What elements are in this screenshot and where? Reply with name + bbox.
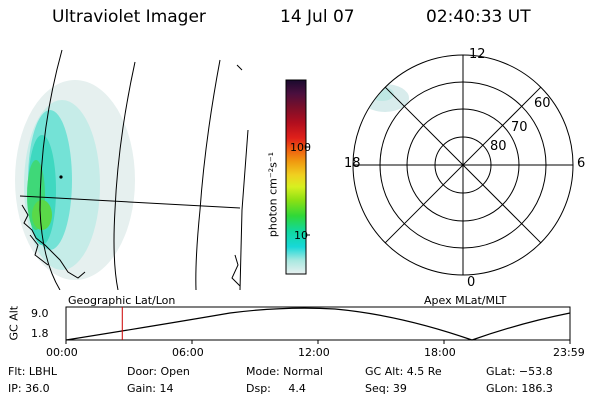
altitude-ytick-min: 1.8 bbox=[31, 327, 49, 340]
ip-readout: IP: 36.0 bbox=[8, 382, 50, 395]
glon-readout: GLon: 186.3 bbox=[486, 382, 553, 395]
mlat-label-70: 70 bbox=[511, 120, 528, 135]
apex-polar-plot bbox=[352, 54, 574, 276]
mlt-label-0: 0 bbox=[467, 275, 476, 290]
mlt-label-18: 18 bbox=[344, 156, 361, 171]
coastline bbox=[21, 204, 241, 287]
altitude-ytick-max: 9.0 bbox=[31, 307, 49, 320]
mode-readout: Mode: Normal bbox=[246, 365, 323, 378]
orbit-altitude-curve bbox=[65, 307, 571, 341]
time-tick-1800: 18:00 bbox=[424, 346, 456, 359]
mlat-label-80: 80 bbox=[490, 139, 507, 154]
time-tick-2359: 23:59 bbox=[553, 346, 585, 359]
glat-readout: GLat: −53.8 bbox=[486, 365, 553, 378]
lat-lon-grid bbox=[19, 49, 249, 290]
time-tick-0000: 00:00 bbox=[46, 346, 78, 359]
instrument-title: Ultraviolet Imager bbox=[52, 7, 206, 27]
time-tick-1200: 12:00 bbox=[298, 346, 330, 359]
mlt-label-12: 12 bbox=[469, 47, 486, 62]
observation-time: 02:40:33 UT bbox=[426, 7, 531, 27]
altitude-ylabel: GC Alt bbox=[7, 305, 21, 341]
filter-readout: Flt: LBHL bbox=[8, 365, 57, 378]
polar-grid bbox=[352, 54, 574, 276]
colorbar-tick-100: 100 bbox=[290, 141, 311, 154]
seq-readout: Seq: 39 bbox=[365, 382, 407, 395]
time-tick-0600: 06:00 bbox=[172, 346, 204, 359]
gain-readout: Gain: 14 bbox=[127, 382, 174, 395]
geographic-panel-label: Geographic Lat/Lon bbox=[68, 294, 176, 307]
observation-date: 14 Jul 07 bbox=[280, 7, 355, 27]
colorbar-unit-label: photon cm⁻²s⁻¹ bbox=[266, 151, 280, 238]
color-scale-bar bbox=[285, 79, 310, 275]
mlt-label-6: 6 bbox=[577, 156, 586, 171]
altitude-timeline-plot bbox=[65, 306, 571, 344]
gc-alt-readout: GC Alt: 4.5 Re bbox=[365, 365, 442, 378]
geographic-image-panel bbox=[15, 49, 249, 290]
mlat-label-60: 60 bbox=[534, 96, 551, 111]
polar-emission-patch bbox=[361, 84, 409, 112]
apex-panel-label: Apex MLat/MLT bbox=[424, 294, 507, 307]
colorbar-tick-10: 10 bbox=[294, 229, 308, 242]
color-scale-gradient bbox=[285, 79, 307, 275]
door-readout: Door: Open bbox=[127, 365, 190, 378]
dsp-readout: Dsp: 4.4 bbox=[246, 382, 306, 395]
